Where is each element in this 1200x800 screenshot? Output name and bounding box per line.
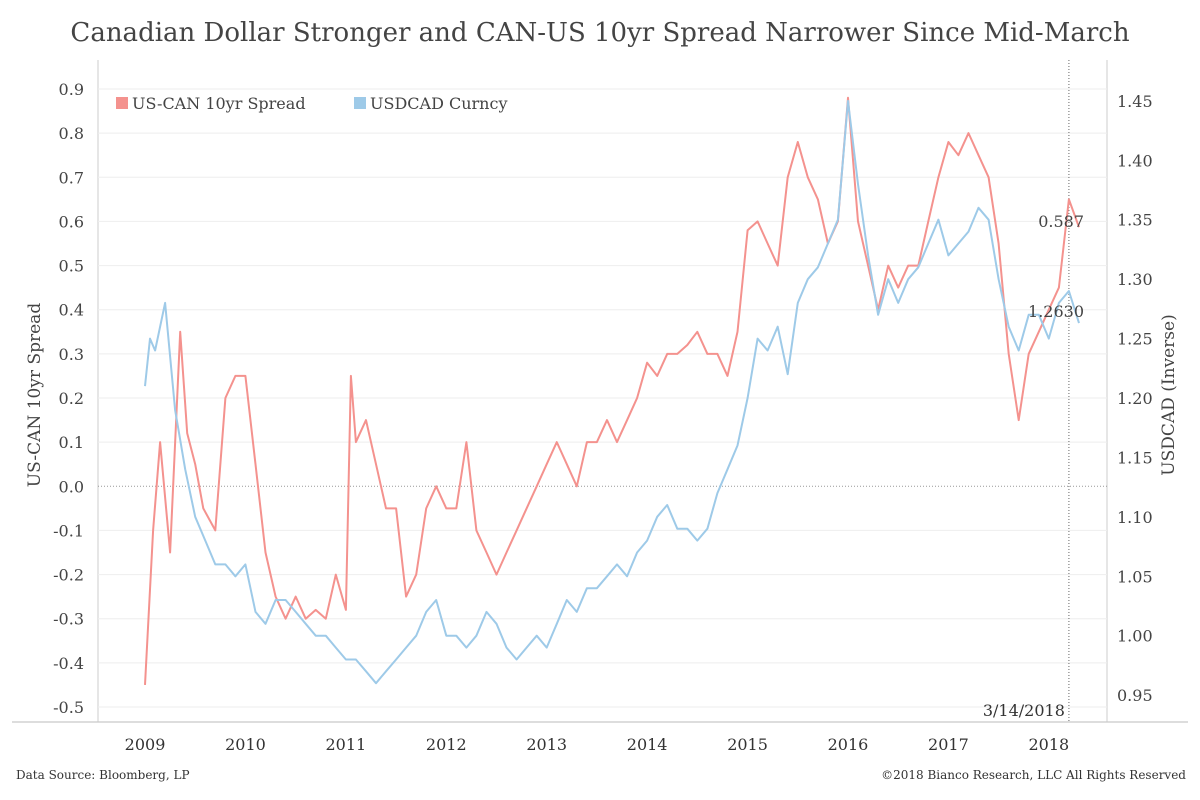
end-value-label: 1.2630 [1028, 302, 1084, 321]
left-tick-label: 0.3 [59, 345, 84, 364]
legend-swatch [116, 97, 128, 109]
left-tick-label: 0.2 [59, 389, 84, 408]
right-tick-label: 1.20 [1117, 389, 1153, 408]
right-tick-label: 1.30 [1117, 270, 1153, 289]
left-tick-label: 0.9 [59, 80, 84, 99]
x-tick-label: 2015 [727, 735, 768, 754]
left-tick-label: -0.1 [53, 521, 84, 540]
data-source-note: Data Source: Bloomberg, LP [16, 768, 190, 782]
legend-label: USDCAD Curncy [370, 94, 507, 113]
right-tick-label: 1.40 [1117, 151, 1153, 170]
x-tick-label: 2012 [426, 735, 467, 754]
x-tick-label: 2014 [627, 735, 668, 754]
left-tick-label: -0.2 [53, 566, 84, 585]
copyright-note: ©2018 Bianco Research, LLC All Rights Re… [881, 768, 1186, 782]
right-tick-label: 1.00 [1117, 627, 1153, 646]
right-tick-label: 1.35 [1117, 211, 1153, 230]
left-tick-label: 0.5 [59, 257, 84, 276]
x-tick-label: 2010 [225, 735, 266, 754]
right-tick-label: 0.95 [1117, 686, 1153, 705]
left-tick-label: 0.7 [59, 168, 84, 187]
right-tick-label: 1.05 [1117, 567, 1153, 586]
right-tick-label: 1.45 [1117, 92, 1153, 111]
x-tick-label: 2009 [125, 735, 166, 754]
series-line-2 [144, 99, 1080, 685]
end-value-label: 0.587 [1038, 212, 1084, 231]
left-tick-label: -0.4 [53, 654, 84, 673]
chart-title: Canadian Dollar Stronger and CAN-US 10yr… [70, 18, 1130, 48]
left-axis-title: US-CAN 10yr Spread [25, 303, 45, 488]
right-axis-title: USDCAD (Inverse) [1159, 314, 1179, 475]
x-tick-label: 2018 [1028, 735, 1069, 754]
left-tick-label: 0.6 [59, 212, 84, 231]
date-marker-label: 3/14/2018 [983, 701, 1065, 720]
legend-swatch [354, 97, 366, 109]
legend-label: US-CAN 10yr Spread [132, 94, 306, 113]
series-line-1 [144, 96, 1080, 685]
right-tick-label: 1.15 [1117, 448, 1153, 467]
x-tick-label: 2013 [526, 735, 567, 754]
left-tick-label: 0.8 [59, 124, 84, 143]
left-tick-label: 0.1 [59, 433, 84, 452]
right-tick-label: 1.10 [1117, 508, 1153, 527]
x-tick-label: 2011 [326, 735, 367, 754]
left-tick-label: -0.5 [53, 698, 84, 717]
left-tick-label: 0.0 [59, 477, 84, 496]
x-tick-label: 2017 [928, 735, 969, 754]
x-tick-label: 2016 [828, 735, 869, 754]
right-tick-label: 1.25 [1117, 330, 1153, 349]
left-tick-label: 0.4 [59, 301, 84, 320]
left-tick-label: -0.3 [53, 610, 84, 629]
